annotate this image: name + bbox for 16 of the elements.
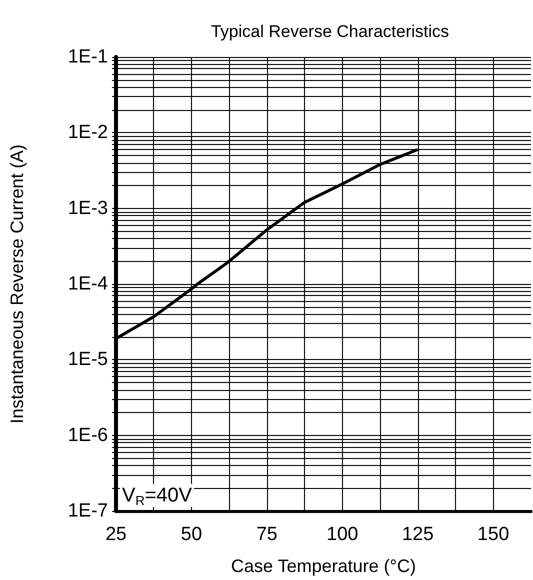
x-axis-title: Case Temperature (°C) (231, 556, 416, 576)
chart-title: Typical Reverse Characteristics (210, 22, 450, 41)
x-tick-label: 25 (105, 524, 127, 545)
y-axis-title: Instantaneous Reverse Current (A) (7, 144, 27, 424)
x-tick-label: 100 (326, 524, 358, 545)
y-tick-label: 1E-3 (68, 198, 108, 219)
y-tick-label: 1E-6 (68, 424, 108, 446)
x-tick-label: 150 (477, 524, 510, 545)
y-tick-label: 1E-5 (68, 349, 108, 370)
y-tick-label: 1E-4 (68, 274, 108, 294)
x-tick-label: 50 (180, 524, 202, 545)
y-tick-label: 1E-7 (68, 500, 108, 522)
y-tick-label: 1E-2 (68, 122, 108, 144)
x-tick-label: 75 (256, 524, 278, 545)
x-tick-label: 125 (402, 524, 434, 545)
y-tick-label: 1E-1 (68, 46, 108, 68)
